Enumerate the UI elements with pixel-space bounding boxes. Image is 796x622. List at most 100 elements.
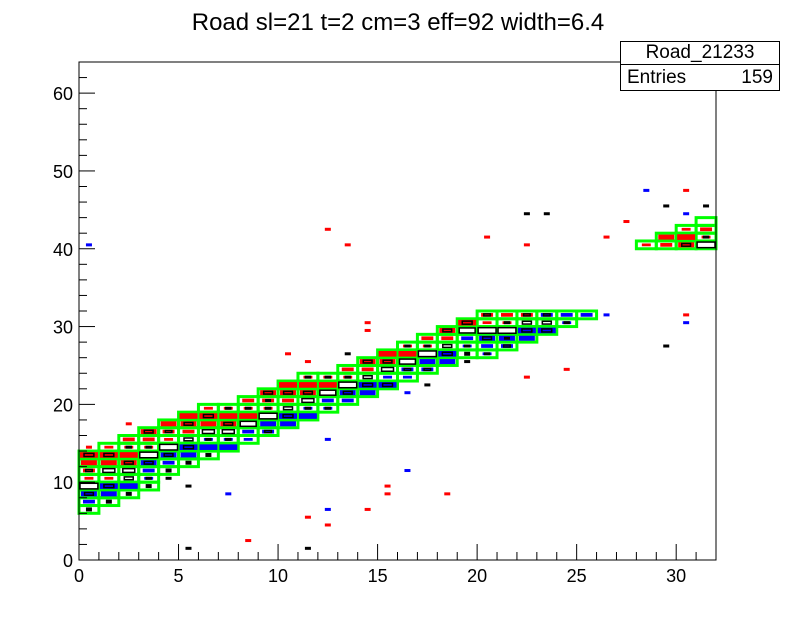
hit-marker-c <box>302 390 314 395</box>
hit-marker-a <box>100 460 117 466</box>
hit-marker-c <box>145 445 152 449</box>
hit-marker-a <box>104 445 114 449</box>
hit-marker-c <box>398 358 417 365</box>
hit-marker-c <box>262 390 274 395</box>
hit-marker-c <box>223 421 234 426</box>
hit-marker-c <box>123 460 134 465</box>
hit-marker-a <box>441 336 454 341</box>
stray-hit <box>603 235 610 239</box>
stray-hit <box>364 328 371 332</box>
hit-marker-b <box>144 476 154 480</box>
hit-marker-b <box>99 483 118 489</box>
hit-marker-c <box>503 321 511 325</box>
hit-marker-a <box>203 406 213 410</box>
stats-box: Road_21233 Entries 159 <box>620 41 780 91</box>
hit-marker-b <box>242 429 255 434</box>
stray-hit <box>603 313 610 317</box>
stray-hit <box>344 352 351 356</box>
stray-hit <box>503 336 510 340</box>
hit-marker-c <box>183 437 194 442</box>
stray-hit <box>523 212 530 216</box>
hit-marker-a <box>164 437 174 441</box>
hit-marker-c <box>301 397 315 404</box>
hit-marker-c <box>244 406 252 410</box>
hit-marker-c <box>202 413 215 419</box>
stray-hit <box>543 212 550 216</box>
hit-marker-a <box>282 398 294 403</box>
hit-marker-c <box>182 444 195 450</box>
x-tick-label: 25 <box>567 566 587 586</box>
hit-marker-c <box>464 351 471 356</box>
hit-marker-b <box>298 413 317 419</box>
axes: 0 5 10 15 20 25 30 0 10 20 30 40 50 60 <box>53 61 717 586</box>
hit-marker-c <box>83 491 95 496</box>
y-tick-label: 40 <box>53 240 73 260</box>
hit-marker-a <box>520 313 533 317</box>
stray-hit <box>464 360 471 364</box>
hit-marker-c <box>521 320 533 325</box>
hit-marker-a <box>182 429 195 434</box>
hit-marker-a <box>359 359 376 365</box>
hit-marker-a <box>318 382 337 388</box>
hit-marker-b <box>580 313 593 317</box>
hit-marker-b <box>401 367 414 372</box>
hit-marker-a <box>142 437 155 442</box>
stray-hit <box>304 546 311 550</box>
hit-marker-b <box>562 321 572 325</box>
plot-frame <box>78 61 717 561</box>
stray-hit <box>85 243 92 247</box>
stray-hit <box>523 375 530 379</box>
hit-marker-c <box>304 406 312 410</box>
hit-marker-c <box>221 428 236 435</box>
stray-hit <box>683 321 690 325</box>
hit-marker-b <box>462 344 472 348</box>
hit-marker-c <box>521 328 533 333</box>
hit-marker-b <box>100 491 117 497</box>
hit-marker-a <box>179 413 198 419</box>
hit-marker-b <box>359 390 376 396</box>
stray-hit <box>344 243 351 247</box>
hit-marker-b <box>179 444 198 450</box>
hit-marker-b <box>303 406 313 410</box>
y-tick-label: 10 <box>53 473 73 493</box>
hit-marker-a <box>120 460 137 466</box>
hit-marker-c <box>696 241 716 249</box>
hit-marker-c <box>165 468 172 473</box>
hit-marker-c <box>424 344 431 348</box>
hit-marker-b <box>260 421 277 427</box>
hit-marker-a <box>280 390 296 396</box>
hit-marker-c <box>183 421 194 426</box>
stray-hit <box>404 391 411 395</box>
hit-marker-a <box>701 235 711 239</box>
road-cells <box>77 216 718 515</box>
hit-marker-a <box>84 476 94 480</box>
hit-marker-b <box>358 382 377 388</box>
hit-marker-b <box>482 352 492 356</box>
hit-marker-a <box>378 350 397 357</box>
y-tick-label: 30 <box>53 318 73 338</box>
hit-marker-a <box>482 321 492 325</box>
stray-hit <box>523 243 530 247</box>
hit-marker-c <box>264 406 272 410</box>
hit-marker-c <box>681 242 692 247</box>
hit-marker-c <box>344 375 351 379</box>
x-tick-label: 10 <box>268 566 288 586</box>
x-tick-label: 0 <box>74 566 84 586</box>
hit-marker-a <box>501 313 513 317</box>
hit-marker-a <box>80 460 97 466</box>
hit-marker-c <box>83 452 95 458</box>
hit-marker-b <box>323 406 333 410</box>
hit-marker-c <box>319 389 337 396</box>
hit-marker-b <box>479 335 496 341</box>
hit-marker-b <box>517 327 536 334</box>
hit-marker-a <box>200 421 217 427</box>
hit-marker-c <box>143 429 154 434</box>
stray-hit <box>484 235 491 239</box>
hit-marker-b <box>540 313 553 317</box>
road-cell <box>694 216 718 227</box>
hit-marker-a <box>677 234 696 240</box>
hit-marker-c <box>361 382 374 388</box>
hit-marker-a <box>160 421 177 427</box>
hit-marker-b <box>341 398 354 403</box>
